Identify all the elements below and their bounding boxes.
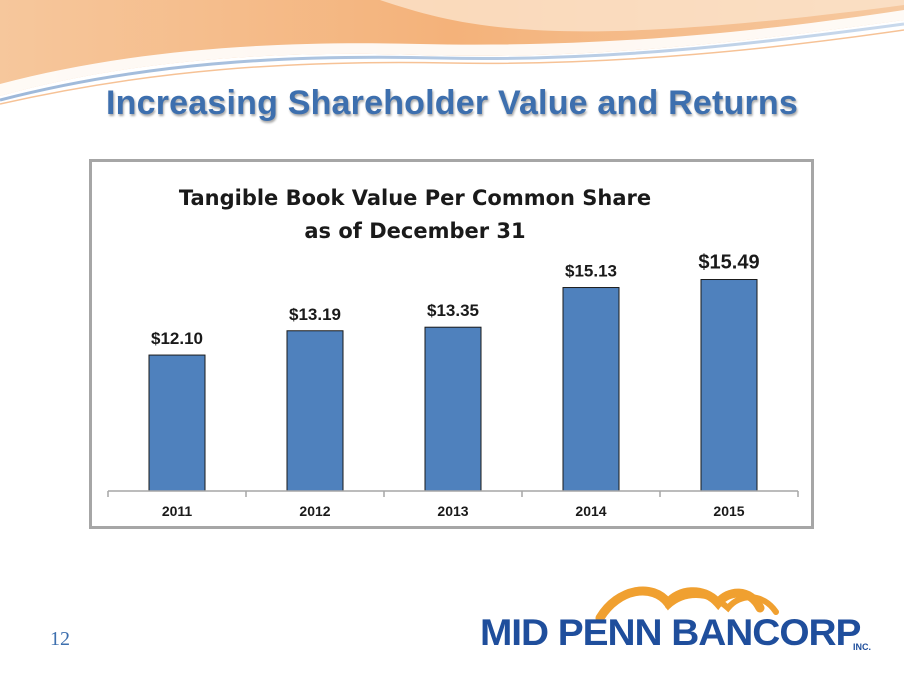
logo-text: MID PENN BANCORP xyxy=(480,612,861,653)
bar-2011 xyxy=(148,354,206,492)
x-tick-label-2015: 2015 xyxy=(713,503,744,519)
slide-title: Increasing Shareholder Value and Returns xyxy=(106,84,798,122)
x-tick-label-2014: 2014 xyxy=(575,503,606,519)
page-number: 12 xyxy=(50,628,70,650)
x-tick-label-2012: 2012 xyxy=(299,503,330,519)
chart-title-line-1: Tangible Book Value Per Common Share xyxy=(179,186,651,210)
x-tick-label-2011: 2011 xyxy=(162,503,193,519)
x-tick-label-2013: 2013 xyxy=(437,503,468,519)
bar-2012 xyxy=(286,330,344,492)
data-label-2014: $15.13 xyxy=(565,262,617,281)
mid-penn-logo-swoosh-icon xyxy=(595,586,779,623)
top-banner-swoosh xyxy=(0,0,904,105)
bar-chart: Tangible Book Value Per Common Share as … xyxy=(107,186,799,519)
data-label-2011: $12.10 xyxy=(151,329,203,348)
bar-2013 xyxy=(424,326,482,492)
data-label-2012: $13.19 xyxy=(289,305,341,324)
chart-container: Tangible Book Value Per Common Share as … xyxy=(89,159,814,529)
logo-inc-suffix: INC. xyxy=(853,642,871,652)
bar-2014 xyxy=(562,287,620,492)
chart-title-line-2: as of December 31 xyxy=(304,219,525,243)
bar-2015 xyxy=(700,279,758,492)
data-label-2013: $13.35 xyxy=(427,301,479,320)
data-label-2015: $15.49 xyxy=(698,252,759,274)
